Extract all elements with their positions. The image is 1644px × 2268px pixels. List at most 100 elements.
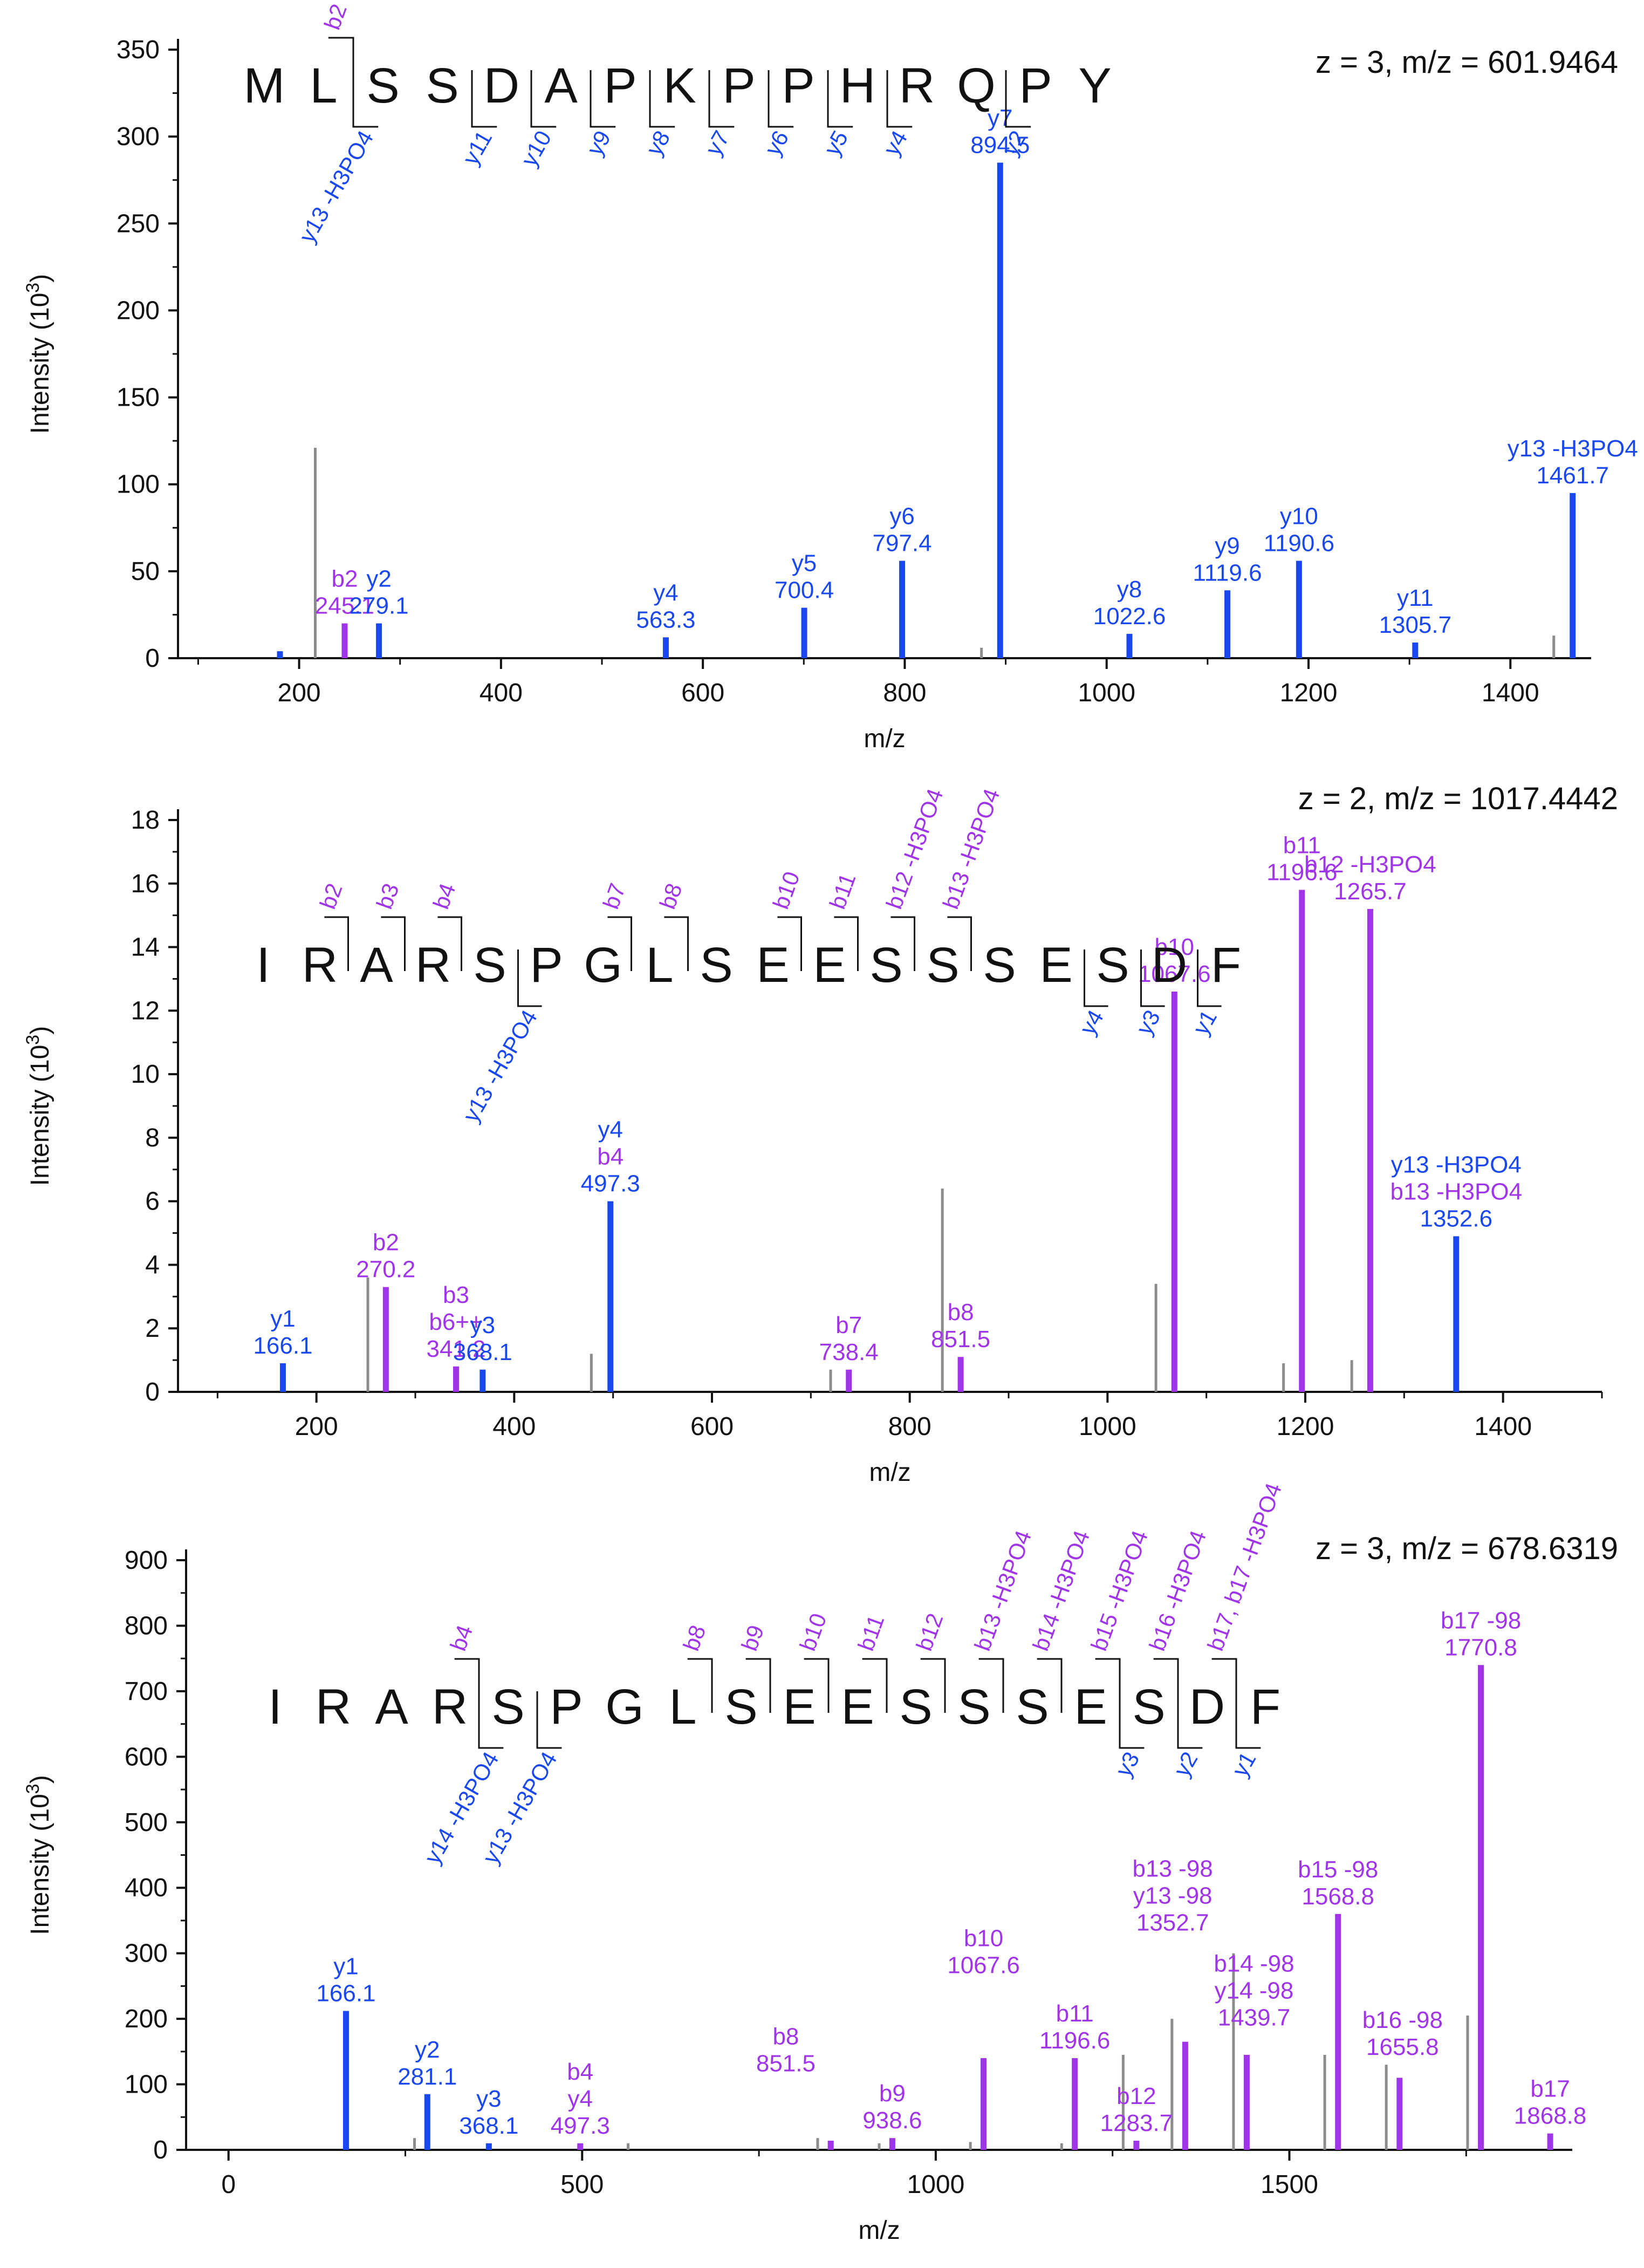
y-tick-label: 250 — [117, 209, 160, 238]
b-ion-bracket — [437, 916, 462, 971]
b-ion-bracket — [687, 1658, 713, 1713]
sequence-residue: D — [484, 58, 519, 113]
y-tick-label: 700 — [125, 1677, 168, 1706]
spectrum-panel-2: 0 2 4 6 8 10 12 14 16 18 200 400 600 800 1000 1200 1400 m… — [23, 781, 1618, 1487]
sequence-residue: P — [722, 58, 755, 113]
peak-label: 1568.8 — [1302, 1883, 1374, 1910]
sequence-residue: L — [310, 58, 337, 113]
peak-label: b17 — [1530, 2076, 1570, 2102]
y-tick-label: 14 — [131, 933, 160, 962]
b-ion-label: b2 — [315, 880, 347, 912]
y-tick-label: 0 — [145, 1378, 160, 1406]
peak-label: b16 -98 — [1362, 2007, 1443, 2033]
peak-label: 797.4 — [873, 530, 932, 557]
y-ion-label: y4 — [878, 126, 912, 160]
y-ion-label: y6 — [759, 126, 793, 160]
peak-label: y3 — [470, 1312, 495, 1338]
sequence-residue: D — [1152, 938, 1187, 993]
sequence-residue: S — [700, 938, 732, 993]
x-tick-label: 200 — [295, 1412, 338, 1441]
y-tick-label: 600 — [125, 1743, 168, 1771]
sequence-residue: L — [669, 1679, 696, 1734]
y-ion-label: y13 -H3PO4 — [294, 126, 378, 247]
peak-label: b10 — [1155, 934, 1194, 960]
b-ion-label: b11 — [825, 870, 861, 912]
peak-label: b2 — [331, 566, 358, 592]
b-ion-label: b2 — [319, 1, 352, 33]
b-ion-label: b16 -H3PO4 — [1144, 1527, 1211, 1654]
peak-label: 166.1 — [253, 1333, 312, 1359]
peak-label: y13 -98 — [1133, 1882, 1213, 1909]
peak-label: b12 — [1116, 2083, 1156, 2109]
spectrum-panel-1: 0 50 100 150 200 250 300 350 200 400 600 800 1000 120… — [23, 1, 1638, 753]
y-tick-label: 12 — [131, 996, 160, 1025]
peak-label: 1439.7 — [1218, 2004, 1291, 2031]
x-tick-label: 1400 — [1482, 679, 1539, 707]
peak-label: 281.1 — [398, 2064, 457, 2090]
b-ion-label: b11 — [853, 1611, 889, 1654]
peak-label: y4 — [653, 579, 678, 606]
x-tick-label: 1000 — [1079, 1412, 1136, 1441]
peptide-sequence: I R A R S P G L S E E S S S E S D Fb4 b8 b9 b10 b11 b12 b13 -H3… — [268, 1480, 1286, 1868]
y-tick-label: 10 — [131, 1060, 160, 1089]
peak-label: 1655.8 — [1366, 2034, 1439, 2060]
sequence-residue: K — [663, 58, 696, 113]
peak-label: y4 — [598, 1117, 622, 1143]
peak-label: 368.1 — [453, 1339, 512, 1365]
y-ion-label: y2 — [1169, 1747, 1203, 1781]
peak-label: y1 — [333, 1953, 358, 1980]
b-ion-label: b12 -H3PO4 — [881, 785, 948, 912]
phospho-residue: S — [426, 58, 458, 113]
peak-label: 497.3 — [581, 1171, 640, 1197]
precursor-info: z = 3, m/z = 678.6319 — [1316, 1531, 1618, 1566]
x-tick-label: 1200 — [1277, 1412, 1334, 1441]
y-tick-label: 500 — [125, 1808, 168, 1837]
x-tick-label: 600 — [681, 679, 724, 707]
peak-label: b14 -98 — [1214, 1950, 1294, 1977]
peak-label: y1 — [270, 1306, 295, 1332]
y-ion-label: y3 — [1111, 1747, 1145, 1781]
peak-label: y11 — [1397, 585, 1434, 611]
peak-label: b6++ — [429, 1309, 483, 1335]
y-ion-label: y13 -H3PO4 — [458, 1006, 542, 1126]
y-axis-label: Intensity (103) — [23, 1775, 54, 1935]
peak-label: 938.6 — [862, 2107, 922, 2134]
sequence-residue: S — [983, 938, 1016, 993]
sequence-residue: D — [1189, 1679, 1225, 1734]
x-tick-label: 1400 — [1474, 1412, 1532, 1441]
b-ion-bracket — [920, 1658, 946, 1713]
y-tick-label: 100 — [125, 2071, 168, 2099]
sequence-residue: P — [604, 58, 636, 113]
y-ion-bracket — [478, 1691, 504, 1749]
sequence-residue: E — [813, 938, 846, 993]
sequence-residue: S — [473, 938, 506, 993]
y-tick-label: 800 — [125, 1611, 168, 1640]
peak-label: y2 — [415, 2037, 440, 2063]
b-ion-bracket — [834, 916, 859, 971]
y-tick-label: 350 — [117, 36, 160, 64]
sequence-residue: A — [544, 58, 578, 113]
x-tick-label: 400 — [480, 679, 523, 707]
b-ion-bracket — [1037, 1658, 1063, 1713]
x-tick-label: 800 — [883, 679, 926, 707]
sequence-residue: I — [268, 1679, 282, 1734]
sequence-residue: M — [244, 58, 285, 113]
y-ion-bracket — [1005, 70, 1031, 128]
sequence-residue: P — [530, 938, 563, 993]
y-tick-label: 200 — [117, 296, 160, 325]
peak-label: b8 — [948, 1299, 974, 1326]
peak-label: 851.5 — [931, 1326, 990, 1352]
y-ion-bracket — [708, 70, 735, 128]
peak-label: b12 -H3PO4 — [1304, 851, 1436, 878]
peak-label: 1119.6 — [1193, 559, 1262, 586]
peak-label: b11 — [1283, 832, 1321, 859]
sequence-residue: S — [1016, 1679, 1049, 1734]
y-ion-label: y10 — [516, 126, 557, 170]
peak-label: 1196.6 — [1266, 859, 1337, 886]
y-tick-label: 400 — [125, 1874, 168, 1902]
y-tick-label: 18 — [131, 806, 160, 835]
y-ion-bracket — [1140, 949, 1165, 1007]
b-ion-bracket — [777, 916, 802, 971]
peak-label: 166.1 — [316, 1980, 375, 2007]
sequence-residue: A — [360, 938, 393, 993]
